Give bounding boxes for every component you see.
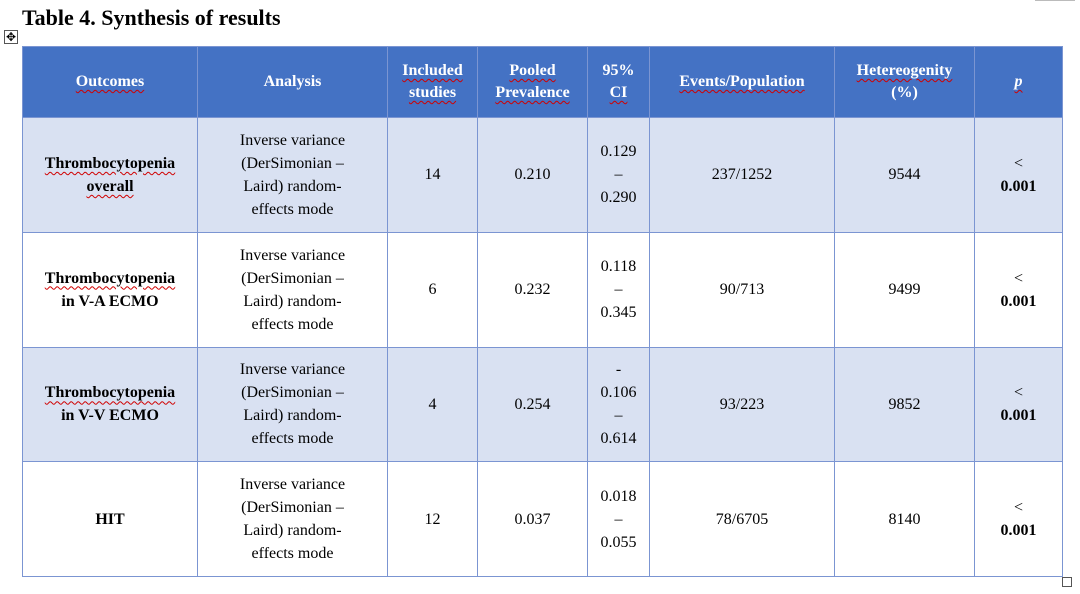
outcome-cell: Thrombocytopenia in V-V ECMO: [22, 346, 198, 463]
events-cell: 90/713: [649, 231, 835, 348]
ci-cell: 0.118–0.345: [587, 231, 650, 348]
studies-cell: 6: [387, 231, 478, 348]
table-row: Thrombocytopenia in V-V ECMO Inverse vari…: [22, 346, 1063, 463]
header-p: p: [974, 46, 1063, 118]
results-table: Outcomes Analysis Included studies Pooled…: [22, 46, 1063, 577]
studies-cell: 4: [387, 346, 478, 463]
outcome-cell: HIT: [22, 461, 198, 577]
divider: [1035, 0, 1075, 1]
ci-cell: 0.129–0.290: [587, 117, 650, 233]
outcome-cell: Thrombocytopenia overall: [22, 117, 198, 233]
studies-cell: 14: [387, 117, 478, 233]
heterogeneity-cell: 9544: [834, 117, 975, 233]
analysis-cell: Inverse variance (DerSimonian – Laird) r…: [197, 117, 388, 233]
ci-cell: -0.106–0.614: [587, 346, 650, 463]
header-ci: 95% CI: [587, 46, 650, 118]
heterogeneity-cell: 8140: [834, 461, 975, 577]
header-heterogeneity: Hetereogenity (%): [834, 46, 975, 118]
studies-cell: 12: [387, 461, 478, 577]
header-analysis: Analysis: [197, 46, 388, 118]
events-cell: 78/6705: [649, 461, 835, 577]
table-row: Thrombocytopenia overall Inverse variance…: [22, 117, 1063, 233]
table-row: HIT Inverse variance (DerSimonian – Lair…: [22, 461, 1063, 577]
header-row: Outcomes Analysis Included studies Pooled…: [22, 46, 1063, 118]
p-cell: <0.001: [974, 117, 1063, 233]
header-events-population: Events/Population: [649, 46, 835, 118]
table-caption: Table 4. Synthesis of results: [22, 5, 281, 30]
analysis-cell: Inverse variance (DerSimonian – Laird) r…: [197, 461, 388, 577]
p-cell: <0.001: [974, 231, 1063, 348]
header-pooled-prevalence: Pooled Prevalence: [477, 46, 588, 118]
events-cell: 93/223: [649, 346, 835, 463]
table-move-handle-icon[interactable]: ✥: [4, 30, 18, 44]
table-row: Thrombocytopenia in V-A ECMO Inverse vari…: [22, 231, 1063, 348]
header-included-studies: Included studies: [387, 46, 478, 118]
heterogeneity-cell: 9499: [834, 231, 975, 348]
prevalence-cell: 0.210: [477, 117, 588, 233]
outcome-cell: Thrombocytopenia in V-A ECMO: [22, 231, 198, 348]
ci-cell: 0.018–0.055: [587, 461, 650, 577]
p-cell: <0.001: [974, 346, 1063, 463]
table-resize-handle[interactable]: [1062, 577, 1072, 587]
prevalence-cell: 0.232: [477, 231, 588, 348]
events-cell: 237/1252: [649, 117, 835, 233]
heterogeneity-cell: 9852: [834, 346, 975, 463]
p-cell: <0.001: [974, 461, 1063, 577]
header-outcomes: Outcomes: [22, 46, 198, 118]
prevalence-cell: 0.254: [477, 346, 588, 463]
analysis-cell: Inverse variance (DerSimonian – Laird) r…: [197, 231, 388, 348]
analysis-cell: Inverse variance (DerSimonian – Laird) r…: [197, 346, 388, 463]
prevalence-cell: 0.037: [477, 461, 588, 577]
